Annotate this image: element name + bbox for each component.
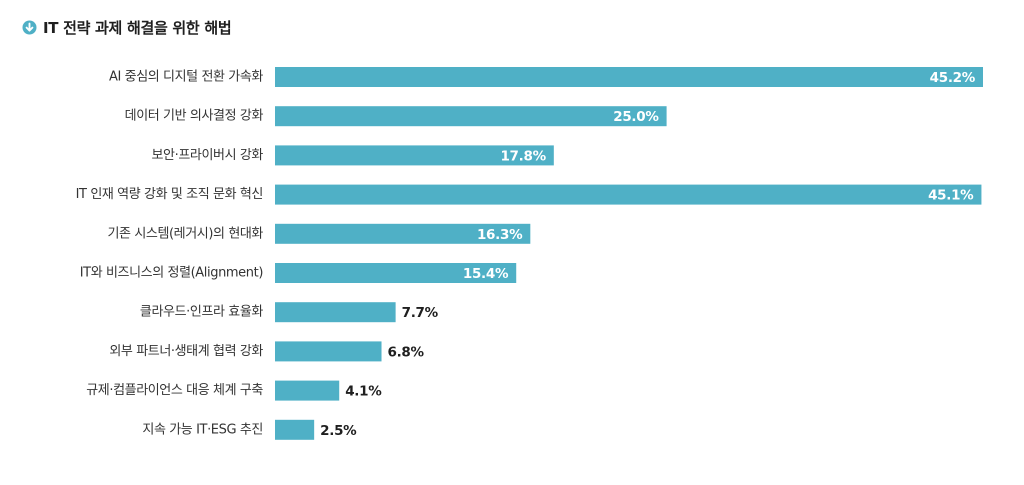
bar	[275, 67, 983, 87]
category-label: IT 인재 역량 강화 및 조직 문화 혁신	[76, 187, 263, 202]
category-label: 외부 파트너·생태계 협력 강화	[109, 344, 263, 359]
bar	[275, 341, 382, 362]
value-label: 25.0%	[613, 109, 659, 125]
category-label: 데이터 기반 의사결정 강화	[125, 109, 264, 124]
category-label: 기존 시스템(레거시)의 현대화	[107, 226, 263, 241]
category-label: AI 중심의 디지털 전환 가속화	[109, 70, 263, 85]
value-label: 45.1%	[928, 188, 974, 204]
value-label: 16.3%	[477, 227, 523, 243]
chart-header: IT 전략 과제 해결을 위한 해법	[22, 16, 232, 38]
value-label: 6.8%	[388, 344, 425, 360]
value-label: 2.5%	[320, 423, 357, 439]
value-label: 45.2%	[930, 70, 976, 86]
value-label: 4.1%	[345, 384, 382, 400]
bar	[275, 419, 315, 440]
category-label: 규제·컴플라이언스 대응 체계 구축	[86, 383, 263, 398]
value-label: 7.7%	[402, 305, 439, 321]
category-label: IT와 비즈니스의 정렬(Alignment)	[80, 266, 263, 281]
bar	[275, 145, 554, 166]
chart-title: IT 전략 과제 해결을 위한 해법	[43, 18, 232, 37]
bar	[275, 380, 340, 401]
bar	[275, 302, 396, 323]
value-label: 15.4%	[463, 266, 509, 282]
bar	[275, 263, 517, 283]
bar	[275, 106, 667, 127]
category-label: 클라우드·인프라 효율화	[140, 305, 264, 320]
category-label: 지속 가능 IT·ESG 추진	[142, 422, 263, 437]
bar	[275, 184, 982, 205]
value-label: 17.8%	[500, 148, 546, 164]
bar	[275, 223, 531, 244]
circle-arrow-down-icon	[22, 20, 37, 35]
category-label: 보안·프라이버시 강화	[151, 148, 263, 163]
